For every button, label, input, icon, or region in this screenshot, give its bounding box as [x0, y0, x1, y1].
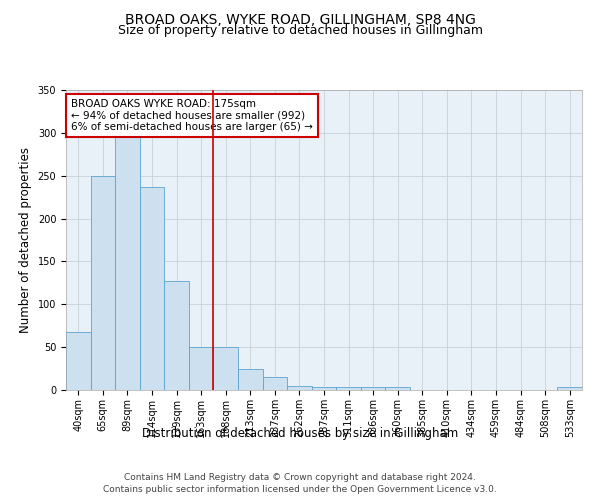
Text: BROAD OAKS, WYKE ROAD, GILLINGHAM, SP8 4NG: BROAD OAKS, WYKE ROAD, GILLINGHAM, SP8 4…: [125, 12, 475, 26]
Bar: [214, 347, 238, 390]
Bar: [385, 388, 410, 390]
Bar: [115, 107, 140, 390]
Bar: [361, 388, 385, 390]
Text: BROAD OAKS WYKE ROAD: 175sqm
← 94% of detached houses are smaller (992)
6% of se: BROAD OAKS WYKE ROAD: 175sqm ← 94% of de…: [71, 99, 313, 132]
Text: Size of property relative to detached houses in Gillingham: Size of property relative to detached ho…: [118, 24, 482, 37]
Bar: [287, 386, 312, 390]
Bar: [189, 347, 214, 390]
Bar: [263, 377, 287, 390]
Bar: [312, 388, 336, 390]
Bar: [66, 332, 91, 390]
Text: Distribution of detached houses by size in Gillingham: Distribution of detached houses by size …: [142, 428, 458, 440]
Text: Contains HM Land Registry data © Crown copyright and database right 2024.: Contains HM Land Registry data © Crown c…: [124, 472, 476, 482]
Bar: [140, 187, 164, 390]
Text: Contains public sector information licensed under the Open Government Licence v3: Contains public sector information licen…: [103, 485, 497, 494]
Bar: [91, 176, 115, 390]
Bar: [164, 281, 189, 390]
Bar: [336, 388, 361, 390]
Y-axis label: Number of detached properties: Number of detached properties: [19, 147, 32, 333]
Bar: [238, 368, 263, 390]
Bar: [557, 388, 582, 390]
